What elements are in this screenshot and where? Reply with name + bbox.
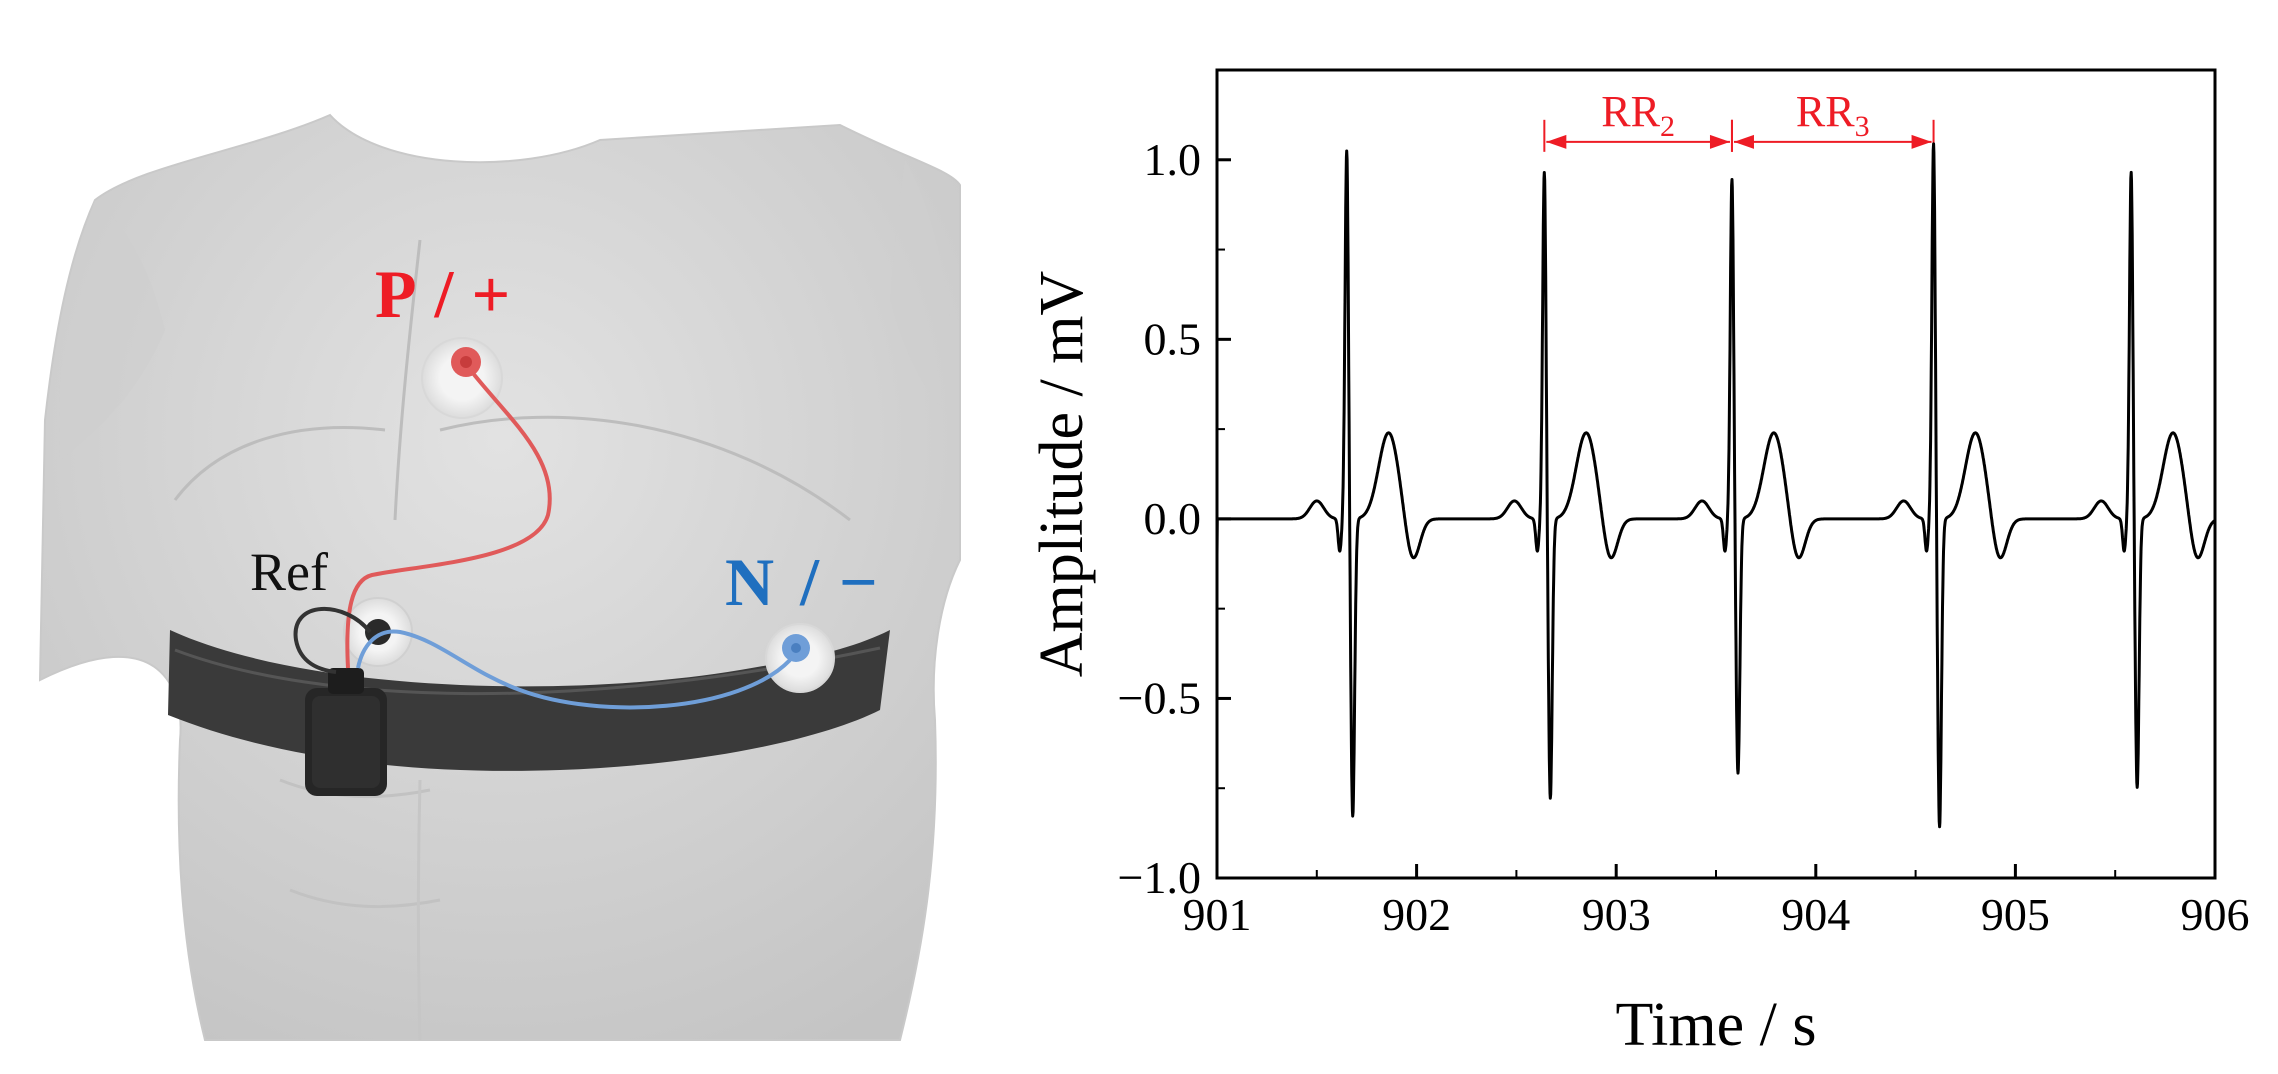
y-tick-label: 0.0 — [1144, 493, 1202, 544]
rr-arrowhead-left — [1733, 134, 1754, 149]
y-tick-label: −1.0 — [1118, 852, 1201, 903]
rr-label: RR2 — [1601, 87, 1675, 143]
left-pec-contour — [173, 426, 386, 501]
right-pec-contour — [439, 415, 851, 522]
reference-lead-wire — [293, 607, 372, 674]
rr-arrowhead-right — [1709, 134, 1730, 149]
x-tick-label: 901 — [1183, 889, 1252, 940]
y-tick-label: 1.0 — [1144, 134, 1202, 185]
ref-electrode-label: Ref — [250, 542, 328, 602]
rr-label-main: RR — [1796, 87, 1855, 136]
x-tick-label: 904 — [1781, 889, 1850, 940]
ecg-trace — [1215, 142, 2217, 829]
ecg-chart: 901 902 903 904 905 906 −1.0−0.50.00.51.0 RR2… — [1028, 68, 2250, 1059]
y-axis-label: Amplitude / mV — [1028, 271, 1096, 678]
x-axis-label: Time / s — [1615, 991, 1816, 1059]
n-electrode-label: N / − — [725, 544, 878, 620]
left-shoulder-shade — [59, 200, 165, 460]
p-label-sign: + — [471, 256, 510, 332]
recorder-device-face — [312, 696, 380, 788]
p-electrode-label: P / + — [375, 256, 510, 332]
x-axis-ticks: 901 902 903 904 905 906 — [1183, 864, 2250, 940]
rr-annotations: RR2 RR3 — [1543, 87, 1935, 152]
n-electrode-snap-center — [791, 643, 801, 653]
y-axis-ticks: −1.0 −0.5 0.0 0.5 1.0 — [1118, 69, 1231, 903]
p-electrode-pad — [421, 337, 503, 419]
abdomen-midline — [417, 779, 422, 1041]
rr-label-subscript: 2 — [1660, 110, 1675, 143]
rr-arrowhead-left — [1546, 134, 1567, 149]
rr-label-subscript: 3 — [1855, 110, 1870, 143]
n-label-sep: / — [799, 544, 820, 620]
rr-label: RR3 — [1796, 87, 1870, 143]
abdomen-contour-2 — [289, 888, 441, 909]
n-label-sign: − — [839, 544, 878, 620]
x-tick-label: 903 — [1582, 889, 1651, 940]
y-tick-label: −0.5 — [1118, 672, 1201, 723]
rr-arrowhead-right — [1911, 134, 1932, 149]
abdomen-contour-1 — [279, 778, 431, 799]
recorder-connector — [328, 668, 364, 694]
sternum-line — [393, 239, 422, 521]
p-label-sep: / — [434, 256, 455, 332]
y-tick-label: 0.5 — [1144, 313, 1202, 364]
n-label-main: N — [725, 544, 774, 620]
x-tick-label: 906 — [2181, 889, 2250, 940]
rr-label-main: RR — [1601, 87, 1660, 136]
positive-lead-wire — [345, 370, 552, 669]
p-electrode-snap-center — [460, 356, 472, 368]
plot-frame — [1215, 68, 2217, 880]
x-tick-label: 905 — [1981, 889, 2050, 940]
torso-silhouette — [38, 113, 961, 1041]
negative-lead-wire — [356, 629, 792, 710]
right-shoulder-shade — [890, 160, 955, 420]
p-label-main: P — [375, 256, 417, 332]
chest-strap-highlight — [174, 646, 881, 696]
torso-illustration: P / + N / − Ref — [38, 113, 961, 1041]
x-tick-label: 902 — [1382, 889, 1451, 940]
